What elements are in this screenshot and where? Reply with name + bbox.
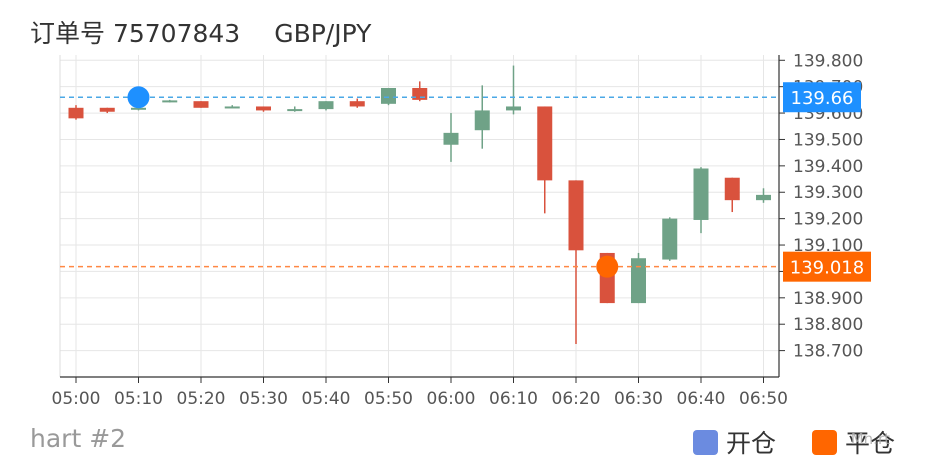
- candle-body: [381, 87, 396, 104]
- x-tick-label: 05:00: [52, 389, 101, 409]
- candle-body: [162, 100, 178, 103]
- close-price-tag: [783, 251, 871, 282]
- open-price-label: 139.66: [791, 88, 854, 109]
- x-tick-label: 05:50: [364, 389, 413, 409]
- candle-body: [287, 109, 303, 112]
- legend-open-swatch: [693, 429, 718, 455]
- watermark: Mn.rt: [850, 430, 890, 448]
- x-tick-label: 06:00: [427, 389, 476, 409]
- candle-body: [662, 218, 678, 260]
- candle-body: [68, 107, 84, 119]
- candle-body: [474, 110, 490, 131]
- candle-body: [256, 106, 271, 111]
- legend-close[interactable]: 平仓: [812, 424, 895, 460]
- legend-open[interactable]: 开仓: [693, 424, 776, 460]
- y-tick-label: 138.900: [793, 289, 863, 309]
- chart-label: hart #2: [30, 424, 127, 453]
- candle-body: [693, 168, 709, 220]
- x-tick-label: 06:50: [739, 389, 788, 409]
- x-tick-label: 06:10: [489, 389, 538, 409]
- x-tick-label: 06:40: [677, 389, 726, 409]
- candle-body: [131, 107, 146, 110]
- x-tick-label: 06:30: [614, 389, 663, 409]
- x-tick-label: 05:20: [177, 389, 226, 409]
- y-tick-label: 139.200: [793, 210, 863, 230]
- candle-body: [506, 106, 521, 111]
- y-tick-label: 139.100: [793, 236, 863, 256]
- candle-body: [224, 106, 240, 109]
- y-tick-label: 139.500: [793, 130, 863, 150]
- y-tick-label: 139.300: [793, 183, 863, 203]
- y-tick-label: 138.800: [793, 315, 863, 335]
- y-tick-label: 139.800: [793, 51, 863, 71]
- x-tick-label: 06:20: [552, 389, 601, 409]
- candle-body: [349, 101, 365, 107]
- candle-body: [412, 87, 428, 100]
- order-number: 订单号 75707843: [30, 19, 241, 48]
- candle-body: [99, 107, 115, 112]
- candle-body: [568, 180, 584, 251]
- chart-title: 订单号 75707843 GBP/JPY: [30, 14, 405, 50]
- close-price-label: 139.018: [790, 258, 864, 279]
- candle-body: [537, 106, 553, 181]
- x-tick-label: 05:40: [302, 389, 351, 409]
- x-tick-label: 05:30: [239, 389, 288, 409]
- candle-body: [318, 101, 334, 110]
- candle-body: [631, 258, 646, 304]
- legend-close-swatch: [812, 429, 837, 455]
- legend-open-label: 开仓: [726, 429, 777, 458]
- candle-body: [443, 132, 459, 145]
- legend-close-label: 平仓: [845, 429, 896, 458]
- close-marker: [596, 255, 619, 278]
- currency-pair: GBP/JPY: [274, 19, 372, 48]
- open-price-tag: [783, 82, 861, 113]
- open-marker: [127, 86, 150, 109]
- y-tick-label: 138.700: [793, 342, 863, 362]
- x-tick-label: 05:10: [114, 389, 163, 409]
- candle-body: [724, 177, 740, 201]
- candle-body: [756, 194, 771, 201]
- candle-body: [193, 101, 209, 108]
- y-tick-label: 139.400: [793, 157, 863, 177]
